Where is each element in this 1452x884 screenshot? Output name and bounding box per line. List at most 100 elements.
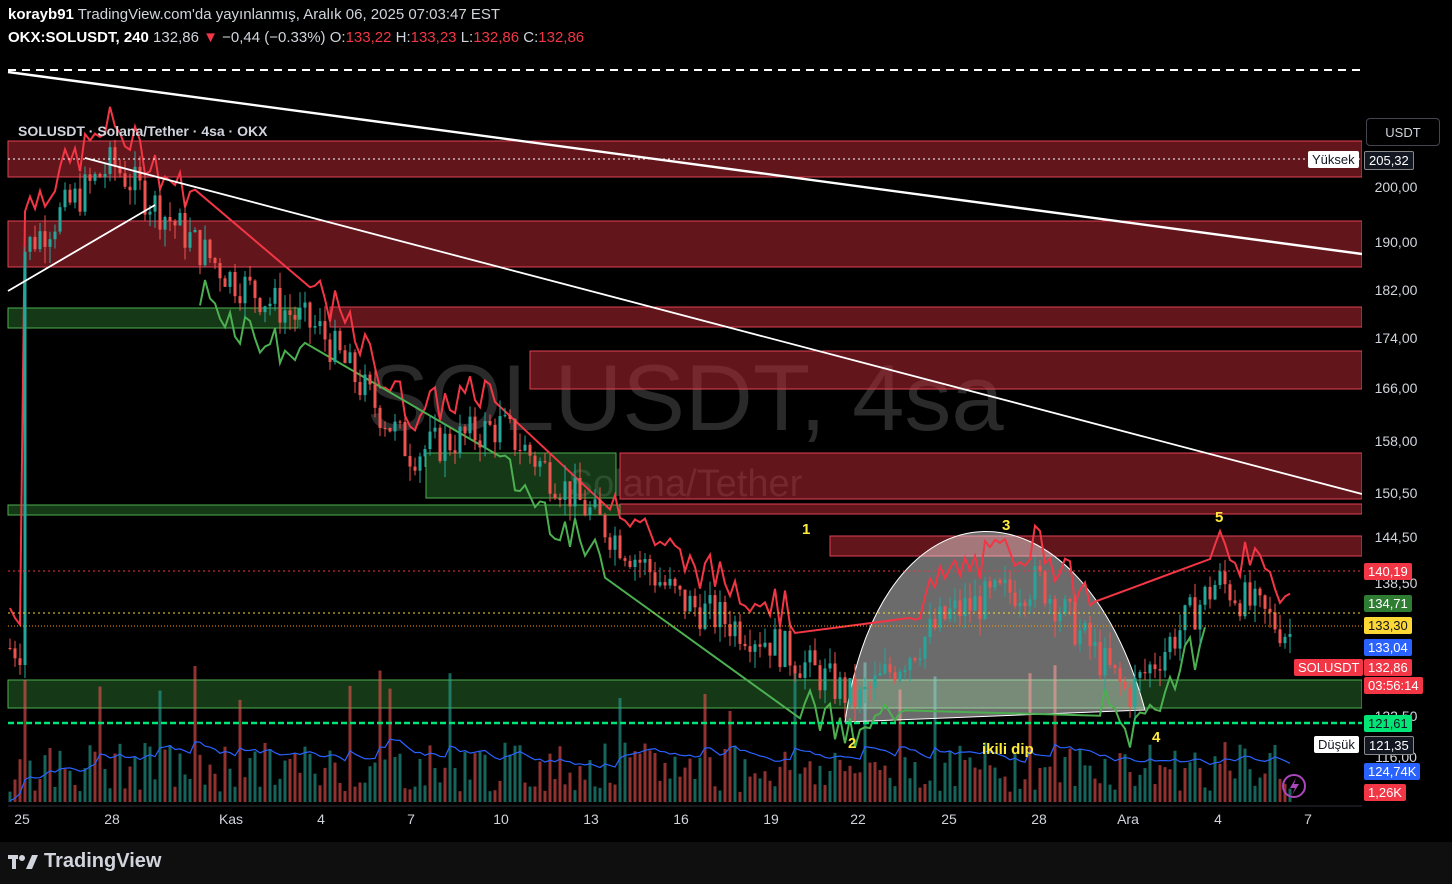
- candle-body: [438, 427, 442, 461]
- candle-body: [1213, 585, 1217, 600]
- volume-bar: [788, 770, 792, 802]
- candle-body: [1063, 599, 1067, 614]
- candle-body: [108, 147, 112, 174]
- lightning-icon[interactable]: [1282, 774, 1306, 798]
- candle-body: [493, 424, 497, 443]
- candle-body: [1203, 586, 1207, 605]
- candle-body: [1223, 571, 1227, 585]
- volume-bar: [83, 768, 87, 802]
- candle-body: [118, 166, 122, 174]
- volume-bar: [618, 698, 622, 802]
- volume-bar: [953, 786, 957, 802]
- candle-body: [1258, 588, 1262, 596]
- volume-bar: [13, 779, 17, 802]
- time-tick: Kas: [219, 811, 243, 827]
- candle-body: [618, 535, 622, 559]
- candle-body: [788, 630, 792, 666]
- lightning-bolt: [1290, 778, 1299, 795]
- price-chart[interactable]: SOLUSDT, 4sa Solana/Tether 1 2 3 4 5 iki…: [0, 56, 1452, 842]
- currency-button[interactable]: USDT: [1366, 118, 1440, 146]
- candle-body: [908, 658, 912, 671]
- trendline-mid[interactable]: [84, 157, 1363, 495]
- candle-body: [263, 306, 267, 313]
- chart-legend-title[interactable]: SOLUSDT · Solana/Tether · 4sa · OKX: [18, 123, 268, 139]
- volume-bar: [688, 758, 692, 802]
- volume-bar: [308, 753, 312, 802]
- candles: [8, 139, 1292, 724]
- volume-bar: [1078, 748, 1082, 802]
- volume-bar: [193, 666, 197, 802]
- candle-body: [683, 589, 687, 612]
- candle-body: [338, 330, 342, 351]
- candle-body: [13, 648, 17, 659]
- volume-bar: [988, 765, 992, 802]
- candle-body: [188, 232, 192, 248]
- volume-bar: [993, 767, 997, 802]
- volume-bar: [638, 753, 642, 802]
- candle-body: [393, 421, 397, 432]
- volume-bar: [1218, 763, 1222, 802]
- volume-bar: [388, 688, 392, 802]
- volume-bar: [483, 754, 487, 802]
- low-value: 132,86: [473, 29, 520, 46]
- candle-body: [328, 339, 332, 363]
- chart-canvas[interactable]: SOLUSDT, 4sa Solana/Tether 1 2 3 4 5 iki…: [0, 56, 1452, 842]
- price-tick: 190,00: [1375, 234, 1418, 250]
- candle-body: [578, 477, 582, 500]
- price-tick: 166,00: [1375, 380, 1418, 396]
- candle-body: [613, 535, 617, 550]
- tradingview-logo[interactable]: TradingView: [8, 850, 161, 873]
- volume-bar: [88, 745, 92, 802]
- candle-body: [73, 188, 77, 203]
- candle-body: [1073, 601, 1077, 645]
- volume-bar: [1148, 744, 1152, 802]
- wave-label-4: 4: [1152, 729, 1161, 746]
- trendline-long[interactable]: [7, 70, 1363, 256]
- candle-body: [88, 174, 92, 181]
- candle-body: [1078, 630, 1082, 645]
- candle-body: [993, 580, 997, 588]
- volume-bar: [998, 778, 1002, 802]
- volume-bar: [463, 752, 467, 802]
- candle-body: [1273, 612, 1277, 630]
- candle-body: [238, 296, 242, 304]
- candle-body: [863, 686, 867, 690]
- volume-bar: [163, 749, 167, 802]
- candle-body: [453, 450, 457, 454]
- support-zone: [7, 679, 1363, 709]
- volume-bar: [613, 784, 617, 802]
- symbol-label[interactable]: OKX:SOLUSDT, 240: [8, 29, 149, 46]
- volume-bar: [1223, 742, 1227, 802]
- volume-bar: [983, 742, 987, 802]
- volume-bar: [708, 757, 712, 802]
- volume-bar: [183, 774, 187, 802]
- candle-body: [333, 330, 337, 363]
- symbol-tag: SOLUSDT: [1294, 659, 1364, 676]
- volume-bar: [823, 785, 827, 802]
- candle-body: [938, 606, 942, 628]
- volume-bar: [38, 779, 42, 802]
- candle-body: [568, 481, 572, 507]
- volume-bar: [1013, 752, 1017, 802]
- volume-bar: [503, 742, 507, 802]
- author-name[interactable]: korayb91: [8, 6, 74, 23]
- volume-bar: [238, 699, 242, 802]
- time-tick: 7: [1304, 811, 1312, 827]
- volume-bar: [488, 791, 492, 802]
- trailing-stop-bands: [9, 106, 1291, 748]
- candle-body: [733, 621, 737, 637]
- volume-bar: [1128, 772, 1132, 802]
- candle-body: [1153, 664, 1157, 670]
- volume-bar: [903, 757, 907, 802]
- candle-body: [358, 382, 362, 396]
- volume-bar: [948, 751, 952, 802]
- volume-bar: [848, 765, 852, 802]
- trendline-short[interactable]: [7, 204, 156, 292]
- candle-body: [983, 581, 987, 620]
- candle-body: [193, 230, 197, 233]
- volume-bar: [933, 676, 937, 802]
- candle-body: [928, 618, 932, 638]
- volume-bar: [673, 756, 677, 802]
- resistance-zone: [329, 306, 1363, 328]
- volume-bar: [1198, 767, 1202, 802]
